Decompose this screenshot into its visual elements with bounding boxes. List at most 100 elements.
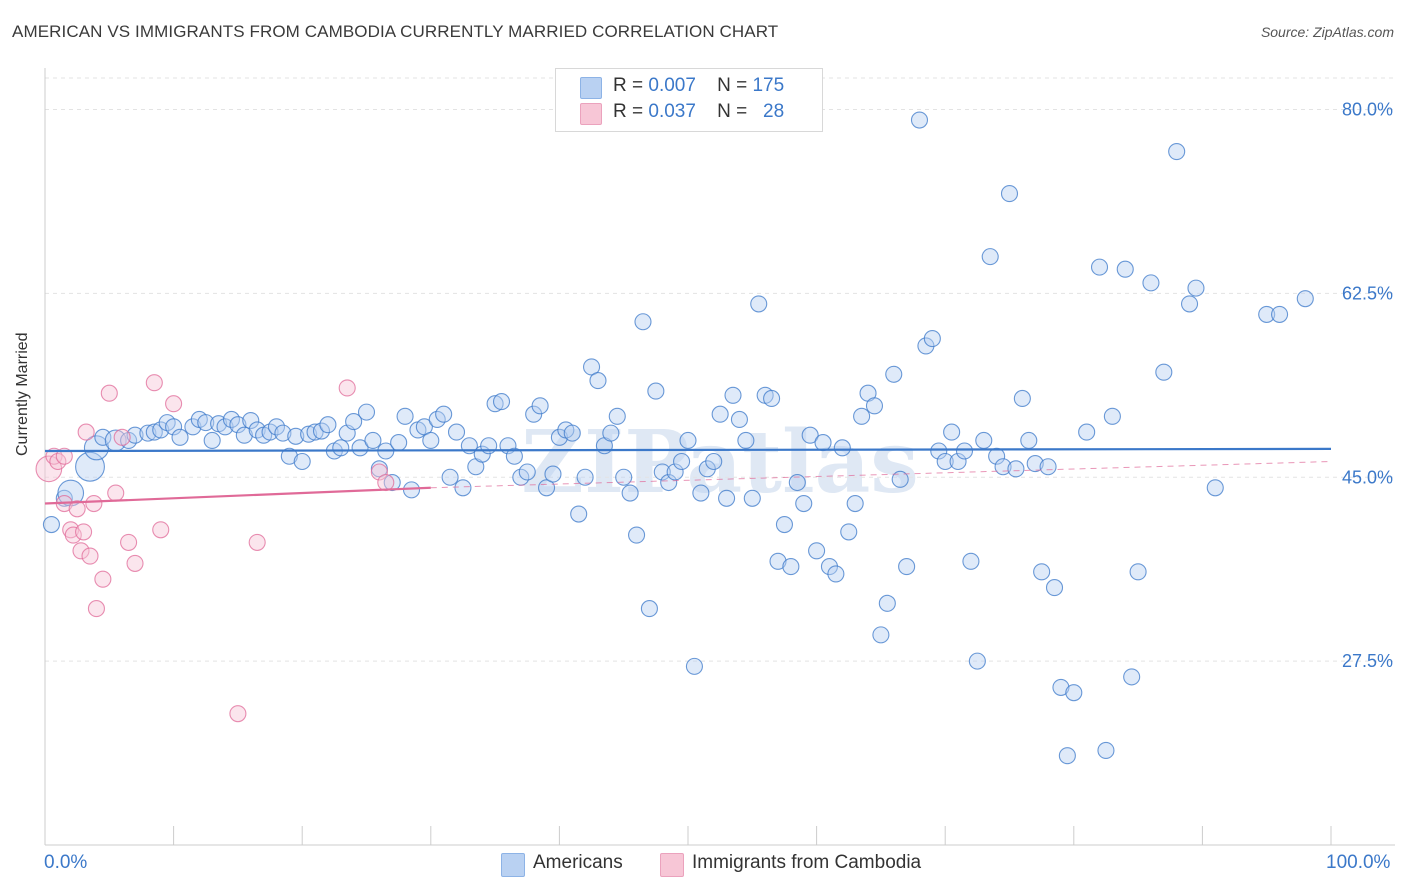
american-point: [537, 479, 556, 497]
american-point: [833, 439, 851, 457]
american-point: [525, 405, 543, 423]
american-point: [396, 407, 414, 425]
american-point: [454, 479, 472, 497]
american-point: [415, 418, 433, 436]
american-point: [563, 424, 581, 442]
american-point: [692, 484, 710, 502]
american-point: [1103, 407, 1121, 425]
american-point: [602, 424, 620, 442]
pink-swatch-icon: [660, 853, 684, 877]
american-point: [332, 439, 350, 457]
legend-n-label: N =: [717, 101, 748, 122]
american-point: [750, 295, 768, 313]
american-point: [949, 452, 967, 471]
american-point: [936, 452, 954, 471]
american-point: [1097, 741, 1115, 759]
american-point: [660, 473, 678, 492]
american-point: [1026, 455, 1044, 473]
american-point: [628, 526, 646, 544]
american-point: [718, 489, 736, 507]
american-point: [981, 248, 999, 266]
american-point: [795, 494, 813, 513]
american-point: [1116, 260, 1134, 278]
american-point: [544, 465, 562, 483]
american-point: [763, 389, 781, 408]
legend-r-value: 0.007: [648, 75, 696, 96]
american-point: [242, 411, 260, 430]
american-point: [827, 565, 845, 583]
american-point: [885, 365, 903, 383]
american-point: [1045, 579, 1064, 597]
american-point: [293, 452, 311, 471]
american-point: [634, 313, 652, 331]
american-point: [306, 423, 324, 441]
american-point: [390, 434, 408, 452]
american-point: [383, 473, 401, 492]
blue-swatch-icon: [580, 77, 602, 99]
american-point: [1039, 458, 1057, 476]
cambodia-point: [248, 533, 266, 551]
cambodia-point: [145, 374, 163, 392]
american-point: [1155, 363, 1173, 381]
source-label: Source: ZipAtlas.com: [1260, 24, 1394, 40]
american-point: [923, 330, 941, 348]
x-tick-label-max: 100.0%: [1326, 852, 1391, 873]
cambodia-point: [81, 547, 99, 565]
american-point: [788, 473, 806, 492]
legend-n-value: 28: [763, 101, 785, 122]
american-point: [1058, 747, 1076, 765]
cambodia-point: [152, 521, 170, 539]
american-point: [42, 515, 60, 534]
american-point: [126, 426, 144, 444]
american-point: [640, 600, 658, 618]
pink-swatch-icon: [580, 103, 602, 125]
american-point: [666, 463, 684, 481]
american-point: [621, 484, 639, 502]
american-point: [673, 452, 691, 471]
american-point: [441, 468, 459, 486]
american-point: [1206, 479, 1224, 497]
legend-r-label: R =: [613, 75, 644, 96]
american-point: [647, 382, 665, 400]
cambodia-point: [107, 484, 125, 502]
cambodia-point: [100, 384, 118, 402]
american-point: [955, 442, 974, 460]
cambodia-point: [338, 379, 356, 397]
cambodia-point: [94, 570, 112, 588]
cambodia-point: [68, 500, 86, 518]
american-point: [608, 407, 626, 425]
american-point: [492, 393, 511, 411]
legend-label: Immigrants from Cambodia: [692, 852, 922, 873]
american-point: [1129, 563, 1147, 581]
american-point: [724, 386, 742, 404]
american-point: [1296, 290, 1314, 308]
cambodia-point: [64, 526, 82, 544]
american-point: [171, 428, 189, 446]
american-point: [435, 405, 453, 423]
american-point: [229, 416, 247, 434]
y-tick-label: 80.0%: [1342, 100, 1393, 120]
american-point: [351, 439, 369, 457]
american-point: [94, 428, 112, 446]
cambodia-trend-extension: [430, 461, 1332, 489]
legend-r-value: 0.037: [648, 101, 696, 122]
legend-r-label: R =: [613, 101, 644, 122]
american-point: [274, 424, 292, 442]
american-point: [505, 447, 523, 465]
american-point: [1123, 668, 1141, 686]
american-point: [165, 418, 183, 436]
american-point: [730, 410, 748, 429]
american-point: [486, 395, 504, 413]
american-point: [1142, 274, 1160, 292]
cambodia-point: [55, 447, 73, 465]
cambodia-point: [120, 533, 138, 551]
american-point: [357, 403, 376, 421]
cambodia-point: [113, 428, 131, 446]
cambodia-point: [77, 423, 95, 441]
american-point: [1020, 431, 1038, 450]
american-trend-line: [44, 447, 1332, 453]
american-point: [685, 657, 703, 675]
american-point: [943, 423, 961, 441]
american-point: [235, 426, 253, 444]
american-point: [422, 431, 440, 450]
